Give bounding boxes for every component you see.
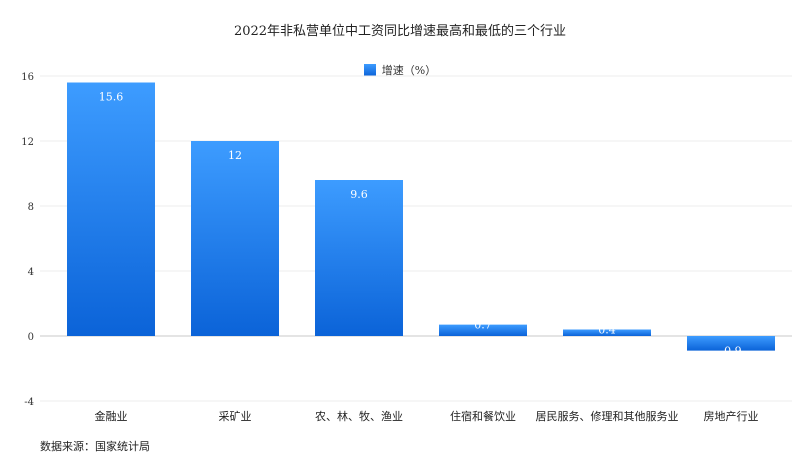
bar — [67, 82, 155, 336]
bar — [687, 336, 775, 351]
x-tick-label: 农、林、牧、渔业 — [315, 409, 403, 423]
x-tick-label: 采矿业 — [219, 410, 252, 423]
bar — [191, 141, 279, 336]
source-note: 数据来源：国家统计局 — [40, 440, 150, 453]
bar — [439, 324, 527, 336]
bar — [563, 329, 651, 336]
data-label: 12 — [228, 149, 242, 162]
data-label: 15.6 — [99, 91, 124, 104]
x-tick-label: 房地产行业 — [704, 409, 759, 423]
bar — [315, 180, 403, 336]
y-tick-label: 16 — [21, 72, 34, 83]
x-tick-label: 金融业 — [95, 409, 128, 423]
data-label: 9.6 — [350, 188, 368, 201]
x-tick-label: 居民服务、修理和其他服务业 — [536, 409, 679, 423]
data-label: 0.7 — [474, 319, 492, 332]
legend-label: 增速（%） — [381, 64, 437, 77]
data-labels: 15.6 12 9.6 0.7 0.4 -0.9 — [99, 91, 742, 358]
y-tick-label: 4 — [28, 267, 34, 278]
y-tick-label: -4 — [24, 397, 34, 408]
y-tick-label: 12 — [21, 137, 34, 148]
y-tick-label: 8 — [28, 202, 34, 213]
data-label: -0.9 — [720, 345, 741, 358]
y-tick-label: 0 — [28, 332, 34, 343]
x-tick-label: 住宿和餐饮业 — [450, 409, 516, 423]
x-axis: 金融业 采矿业 农、林、牧、渔业 住宿和餐饮业 居民服务、修理和其他服务业 房地产行业 — [95, 409, 759, 423]
data-label: 0.4 — [598, 324, 616, 337]
legend-swatch — [363, 64, 376, 76]
chart-title: 2022年非私营单位中工资同比增速最高和最低的三个行业 — [233, 24, 567, 39]
y-axis: 16 12 8 4 0 -4 — [21, 72, 34, 408]
grid-lines — [40, 75, 792, 402]
bars — [67, 82, 775, 351]
legend: 增速（%） — [0, 62, 800, 78]
